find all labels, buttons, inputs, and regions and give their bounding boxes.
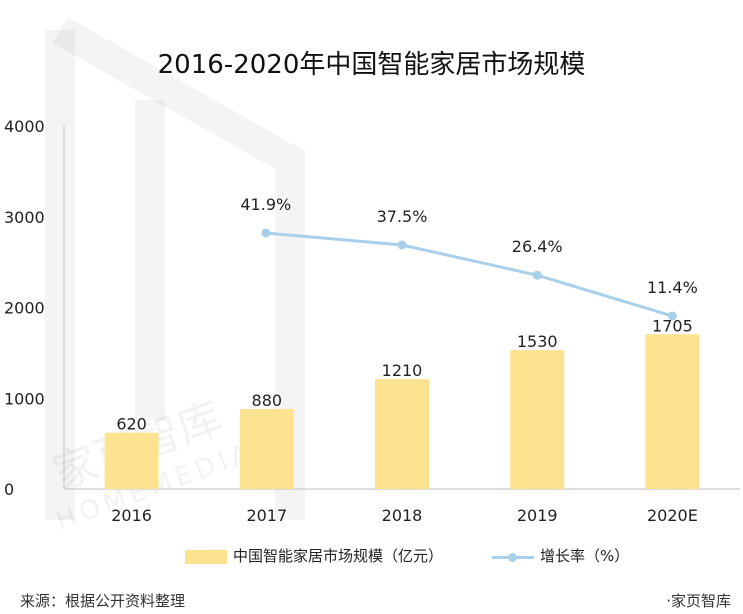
bar-value-label: 1530 [517,332,558,351]
growth-rate-label: 11.4% [647,278,698,297]
legend-line-swatch [492,550,534,564]
x-tick-label: 2020E [647,506,698,525]
x-tick-label: 2018 [382,506,423,525]
bar [375,379,429,489]
legend-bar-label: 中国智能家居市场规模（亿元） [233,547,444,565]
bar [645,334,700,489]
legend-line-label: 增长率（%） [540,547,630,565]
growth-rate-label: 37.5% [377,207,428,226]
bar-value-label: 620 [116,415,147,434]
legend-item-bar: 中国智能家居市场规模（亿元） [185,545,443,566]
bar-value-label: 1705 [652,316,693,335]
bar [104,432,159,489]
legend-item-line: 增长率（%） [492,545,629,566]
bar [239,409,294,489]
legend-bar-swatch [185,549,227,564]
growth-rate-point [532,270,542,280]
growth-rate-point [397,240,407,250]
chart-title: 2016-2020年中国智能家居市场规模 [157,50,586,80]
y-tick-label: 0 [4,480,14,499]
bar-value-label: 1210 [382,361,423,380]
brand-note: ·家页智库 [666,592,731,610]
y-tick-label: 2000 [4,299,45,318]
bar-value-label: 880 [252,391,283,410]
x-tick-label: 2016 [111,506,152,525]
x-tick-label: 2019 [517,506,558,525]
y-tick-label: 3000 [4,208,45,227]
growth-rate-line [265,231,673,318]
growth-rate-label: 26.4% [512,237,563,256]
y-tick-label: 1000 [4,389,45,408]
y-tick-label: 4000 [4,117,45,136]
growth-rate-point [667,311,677,321]
x-tick-label: 2017 [246,506,287,525]
source-note: 来源：根据公开资料整理 [20,592,186,610]
growth-rate-point [261,228,271,238]
growth-rate-label: 41.9% [240,195,291,214]
bar [510,350,565,489]
